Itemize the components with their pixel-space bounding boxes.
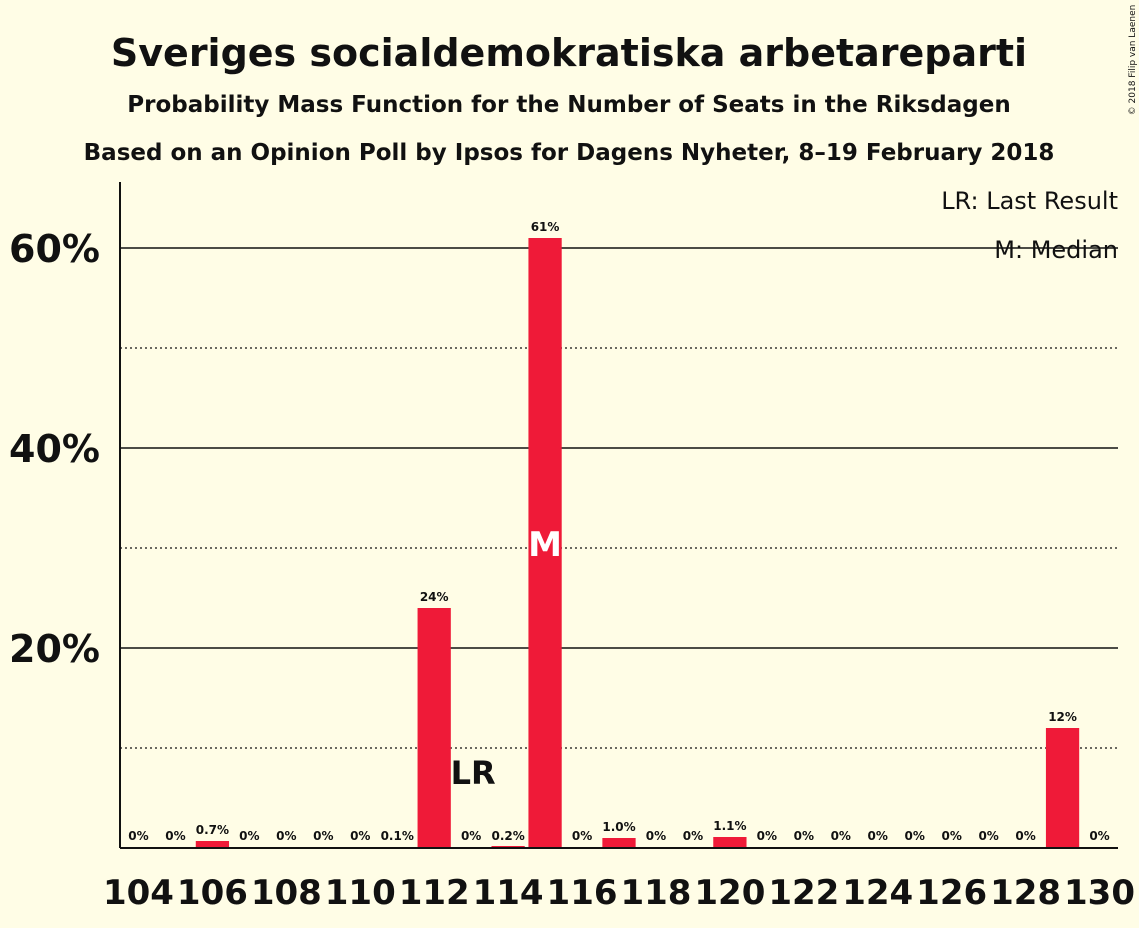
data-label: 0% [757, 829, 777, 843]
data-label: 0% [905, 829, 925, 843]
data-label: 0% [868, 829, 888, 843]
data-label: 0% [350, 829, 370, 843]
data-label: 0.1% [381, 829, 414, 843]
data-label: 0% [1015, 829, 1035, 843]
data-label: 0% [461, 829, 481, 843]
bar [713, 837, 747, 848]
x-tick-label: 128 [990, 873, 1061, 913]
plot-area: 20% 40% 60% 0% 0% 0.7% 0% 0% 0% 0% 0.1% 24% 0% 0.2% 61… [9, 182, 1135, 913]
median-marker: M [528, 525, 562, 565]
x-tick-label: 124 [842, 873, 913, 913]
data-label: 61% [531, 220, 560, 234]
data-label: 24% [420, 590, 449, 604]
x-tick-label: 108 [251, 873, 322, 913]
data-label: 12% [1048, 710, 1077, 724]
x-tick-label: 126 [916, 873, 987, 913]
data-label: 0% [794, 829, 814, 843]
y-tick-label: 60% [9, 227, 100, 271]
data-label: 0% [978, 829, 998, 843]
data-label: 0% [128, 829, 148, 843]
x-tick-label: 114 [473, 873, 544, 913]
x-tick-label: 130 [1064, 873, 1135, 913]
chart-title: Sveriges socialdemokratiska arbetarepart… [111, 31, 1027, 75]
x-tick-label: 106 [177, 873, 248, 913]
legend-median: M: Median [994, 236, 1118, 264]
data-label: 0% [572, 829, 592, 843]
data-label: 1.1% [713, 819, 746, 833]
data-label: 0.7% [196, 823, 229, 837]
x-tick-label: 110 [325, 873, 396, 913]
chart-subtitle: Probability Mass Function for the Number… [127, 92, 1010, 118]
data-label: 0% [239, 829, 259, 843]
x-tick-label: 104 [103, 873, 174, 913]
data-label: 0% [165, 829, 185, 843]
x-tick-label: 112 [399, 873, 470, 913]
bar [528, 238, 562, 848]
data-label: 0% [276, 829, 296, 843]
data-label: 0% [646, 829, 666, 843]
data-label: 1.0% [602, 820, 635, 834]
last-result-marker: LR [451, 754, 496, 792]
x-tick-label: 120 [694, 873, 765, 913]
x-tick-label: 122 [768, 873, 839, 913]
bar [417, 608, 451, 848]
data-label: 0% [1089, 829, 1109, 843]
data-label: 0.2% [491, 829, 524, 843]
x-tick-label: 116 [547, 873, 618, 913]
data-label: 0% [831, 829, 851, 843]
chart-subtitle-2: Based on an Opinion Poll by Ipsos for Da… [84, 140, 1055, 166]
copyright-text: © 2018 Filip van Laenen [1128, 5, 1138, 116]
data-label: 0% [683, 829, 703, 843]
bar [195, 841, 230, 848]
bar [1045, 728, 1080, 848]
data-label: 0% [941, 829, 961, 843]
y-tick-label: 40% [9, 427, 100, 471]
legend-last-result: LR: Last Result [941, 187, 1118, 215]
x-tick-label: 118 [620, 873, 691, 913]
y-tick-label: 20% [9, 627, 100, 671]
data-label: 0% [313, 829, 333, 843]
bar [602, 838, 636, 848]
